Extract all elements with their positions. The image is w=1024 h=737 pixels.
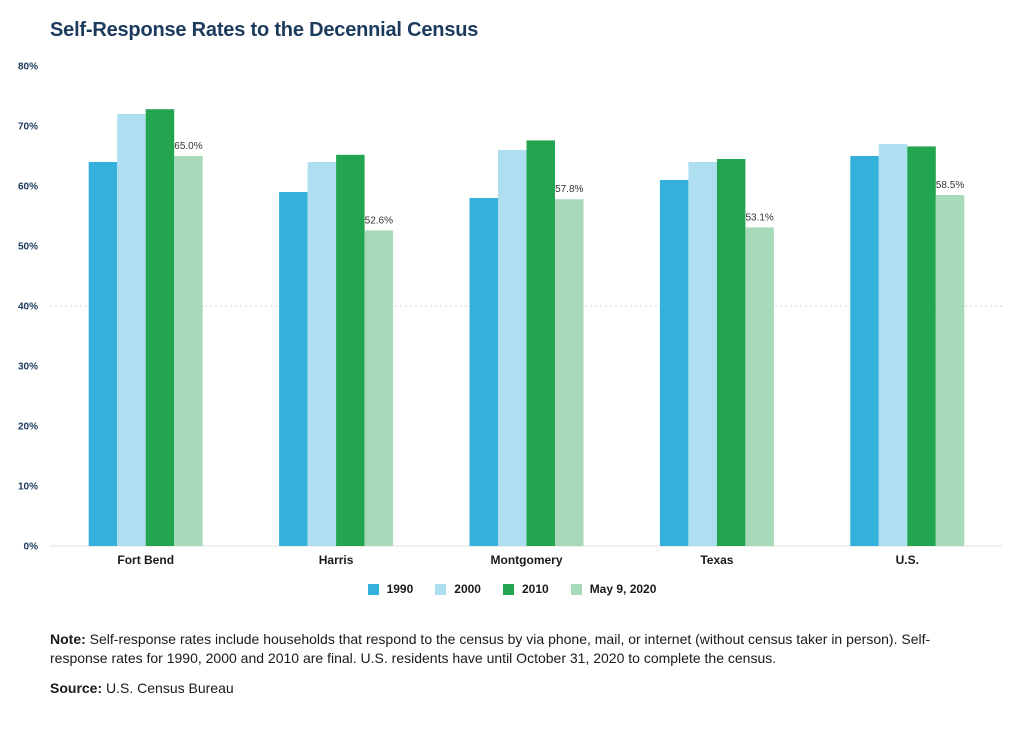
source-label: Source: <box>50 680 103 696</box>
bar-1990 <box>88 162 118 546</box>
legend-label: 2010 <box>521 582 549 596</box>
y-tick-label: 20% <box>18 422 38 433</box>
x-axis: Fort Bend Harris Montgomery Texas U.S. <box>117 553 919 567</box>
y-tick-label: 10% <box>18 482 38 493</box>
bar-2000 <box>878 144 908 546</box>
legend-swatch <box>502 583 514 595</box>
legend-item: 2000 <box>435 582 481 596</box>
bar-1990 <box>469 198 498 546</box>
y-tick-label: 30% <box>18 362 38 373</box>
legend-swatch <box>367 583 379 595</box>
data-labels: 65.0% 52.6% 57.8% 53.1% 58.5% <box>174 141 964 226</box>
y-tick-label: 60% <box>18 182 38 193</box>
legend: 1990 2000 2010 May 9, 2020 <box>0 582 1024 596</box>
bar-1990 <box>850 156 879 546</box>
legend-item: May 9, 2020 <box>570 582 657 596</box>
y-axis: 0% 10% 20% 30% 40% 50% 60% 70% 80% <box>18 62 38 553</box>
x-category-label: Fort Bend <box>117 553 174 567</box>
bar-2010 <box>526 140 555 546</box>
chart-title: Self-Response Rates to the Decennial Cen… <box>50 19 479 41</box>
bar-2010 <box>145 109 175 546</box>
data-label: 57.8% <box>555 184 583 195</box>
bar-2010 <box>907 146 936 546</box>
x-category-label: Montgomery <box>491 553 563 567</box>
y-tick-label: 70% <box>18 122 38 133</box>
bar-may-9-2020 <box>935 195 965 546</box>
source-text: U.S. Census Bureau <box>106 680 234 696</box>
bar-may-9-2020 <box>174 156 203 546</box>
bar-chart: 0% 10% 20% 30% 40% 50% 60% 70% 80% 65.0% 52.6% 57.… <box>18 62 1002 567</box>
source: Source: U.S. Census Bureau <box>50 680 234 696</box>
legend-item: 1990 <box>367 582 414 596</box>
legend-label: 1990 <box>386 582 414 596</box>
bar-may-9-2020 <box>745 227 774 546</box>
legend-swatch <box>570 583 582 595</box>
bar-2000 <box>688 162 717 546</box>
bar-may-9-2020 <box>555 199 584 546</box>
bar-2000 <box>307 162 337 546</box>
data-label: 52.6% <box>365 215 393 226</box>
y-tick-label: 80% <box>18 62 38 73</box>
data-label: 53.1% <box>745 212 773 223</box>
bar-2000 <box>117 114 146 546</box>
legend-swatch <box>435 583 447 595</box>
y-tick-label: 40% <box>18 302 38 313</box>
bar-1990 <box>659 180 689 546</box>
legend-item: 2010 <box>502 582 549 596</box>
bar-1990 <box>279 192 308 546</box>
legend-label: 2000 <box>454 582 481 596</box>
bar-2010 <box>336 154 365 547</box>
bar-2010 <box>716 159 746 546</box>
note-text: Self-response rates include households t… <box>50 631 931 666</box>
x-category-label: U.S. <box>896 553 919 567</box>
legend-label: May 9, 2020 <box>589 582 657 596</box>
bar-may-9-2020 <box>364 230 394 546</box>
y-tick-label: 50% <box>18 242 38 253</box>
note: Note: Self-response rates include househ… <box>50 630 980 668</box>
x-category-label: Texas <box>700 553 733 567</box>
data-label: 65.0% <box>174 141 202 152</box>
y-tick-label: 0% <box>24 542 39 553</box>
data-label: 58.5% <box>936 180 964 191</box>
bars <box>88 109 965 547</box>
bar-2000 <box>498 150 527 546</box>
x-category-label: Harris <box>319 553 354 567</box>
note-label: Note: <box>50 631 86 647</box>
